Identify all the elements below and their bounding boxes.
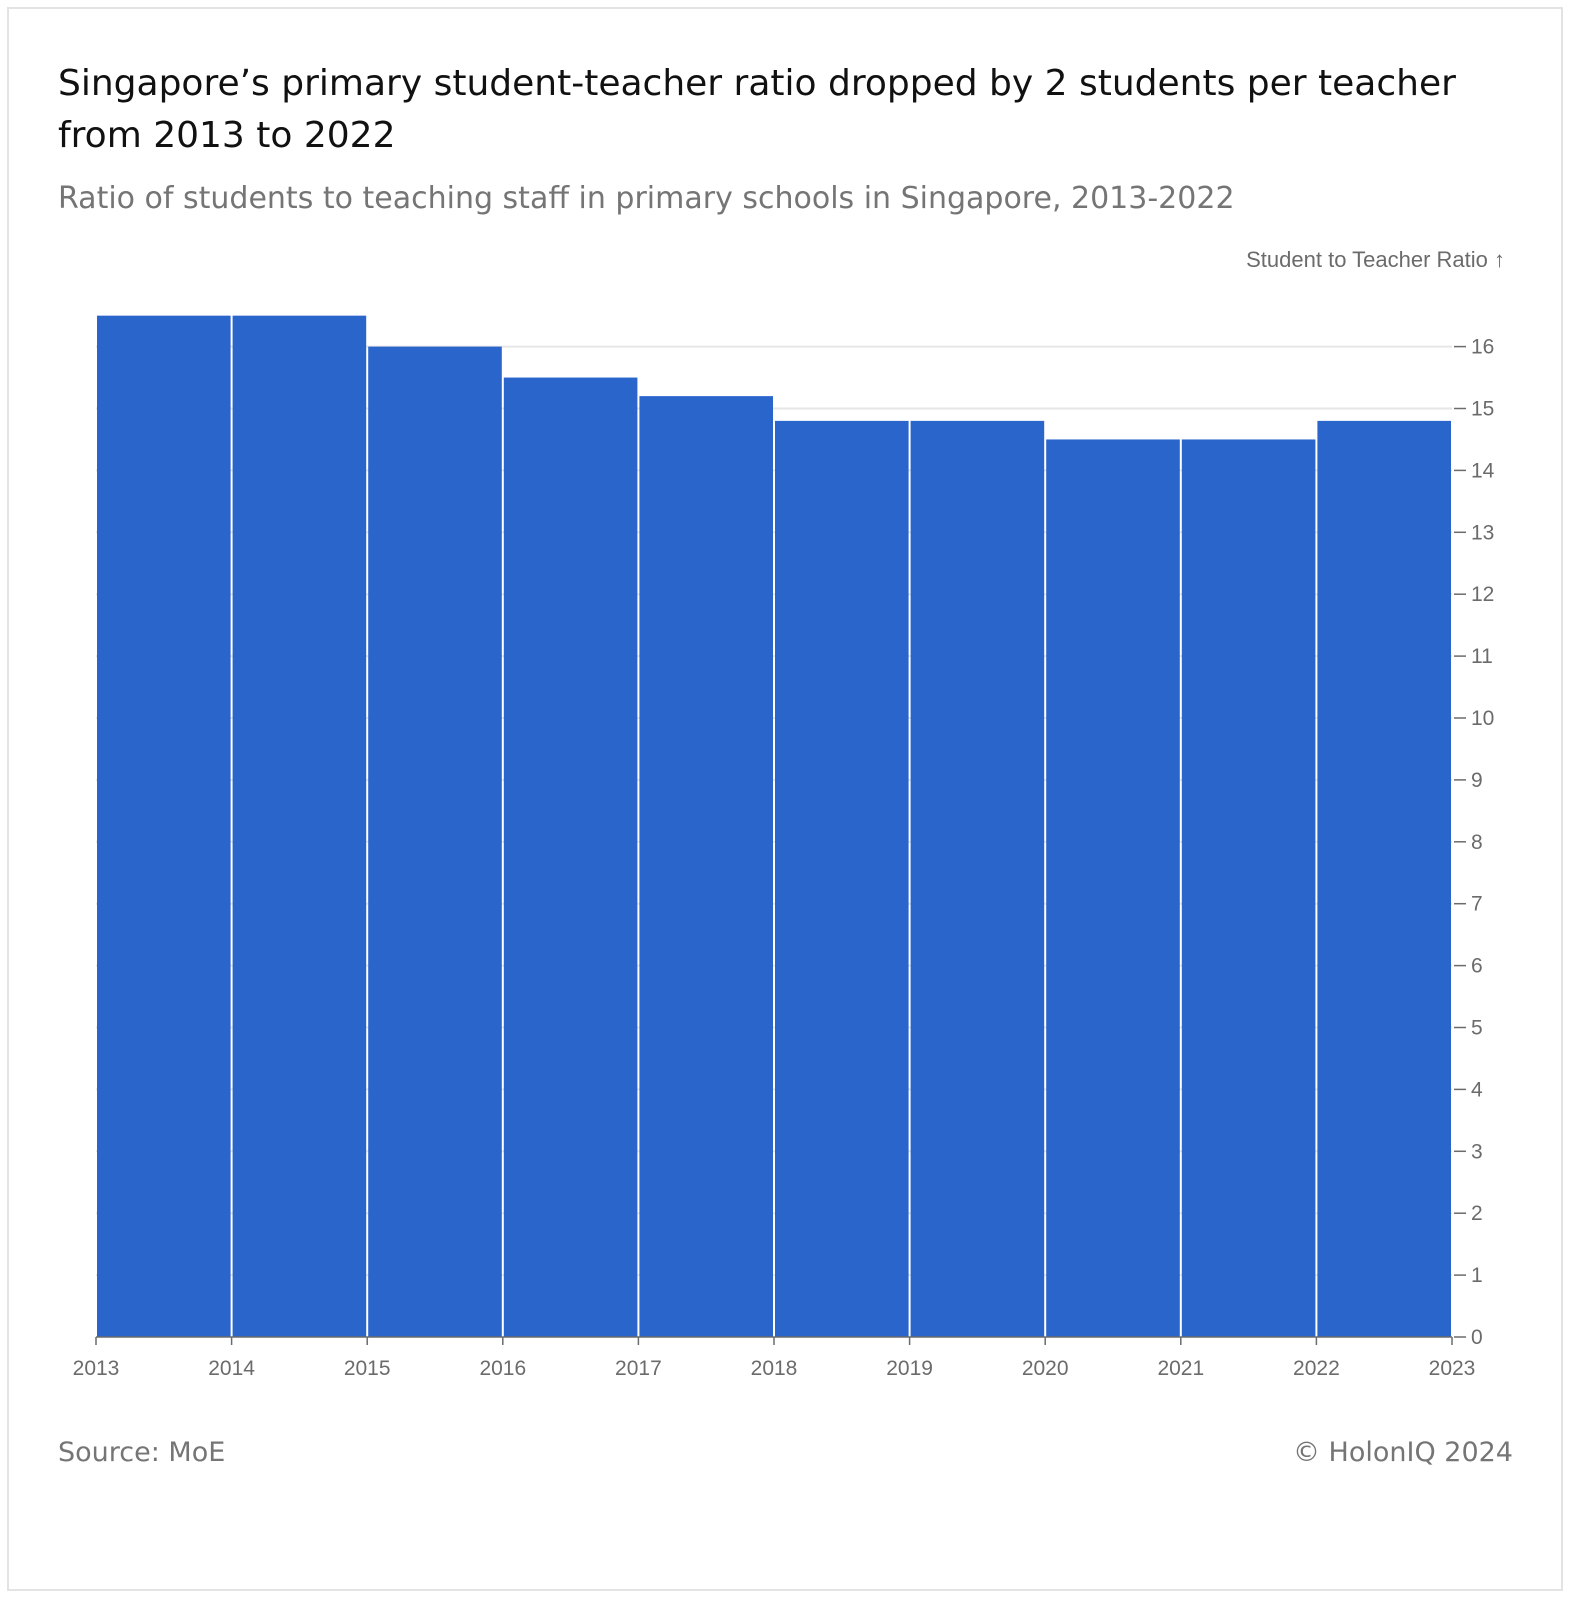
y-tick-label: 13 [1471,521,1494,544]
x-tick-label: 2013 [73,1357,120,1380]
y-tick-label: 7 [1471,893,1483,916]
copyright-note: © HolonIQ 2024 [1292,1437,1513,1468]
bar-2022 [1317,420,1451,1337]
y-tick-label: 4 [1471,1078,1483,1101]
chart-subtitle: Ratio of students to teaching staff in p… [58,181,1235,216]
y-tick-label: 14 [1471,459,1495,482]
bars-layer [97,315,1451,1338]
x-tick-label: 2019 [886,1357,933,1380]
y-tick-label: 2 [1471,1202,1483,1225]
y-tick-label: 8 [1471,831,1483,854]
bar-2013 [97,315,231,1337]
chart-title: Singapore’s primary student-teacher rati… [58,63,1456,156]
bar-2021 [1181,439,1316,1337]
bar-2020 [1046,439,1180,1337]
bar-2019 [910,420,1045,1337]
y-tick-label: 10 [1471,707,1494,730]
y-tick-label: 5 [1471,1017,1483,1040]
bar-2015 [368,346,502,1338]
y-axis-label: Student to Teacher Ratio ↑ [1246,247,1505,272]
x-tick-label: 2014 [208,1357,255,1380]
y-tick-label: 3 [1471,1140,1483,1163]
source-note: Source: MoE [58,1437,226,1468]
y-tick-label: 9 [1471,769,1483,792]
bar-2017 [639,396,773,1337]
bar-2018 [775,420,909,1337]
y-tick-label: 11 [1471,645,1493,668]
y-tick-label: 0 [1471,1326,1483,1349]
x-tick-label: 2015 [344,1357,391,1380]
x-tick-label: 2022 [1293,1357,1340,1380]
bar-2014 [232,315,367,1337]
bar-2016 [503,377,638,1337]
y-tick-label: 12 [1471,583,1494,606]
y-tick-label: 16 [1471,336,1494,359]
x-tick-label: 2020 [1022,1357,1069,1380]
x-tick-label: 2021 [1157,1357,1204,1380]
y-tick-label: 1 [1471,1264,1483,1287]
y-tick-label: 6 [1471,955,1483,978]
x-tick-label: 2016 [479,1357,526,1380]
y-tick-label: 15 [1471,398,1494,421]
x-tick-label: 2018 [751,1357,798,1380]
x-tick-label: 2017 [615,1357,662,1380]
x-tick-label: 2023 [1429,1357,1476,1380]
